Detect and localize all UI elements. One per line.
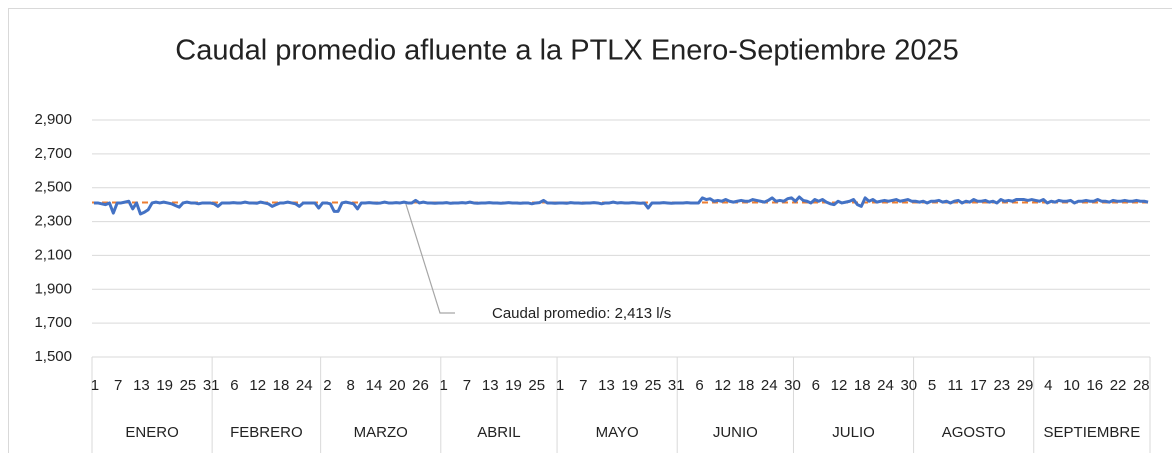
month-label: JULIO [832, 424, 875, 441]
x-tick-label: 18 [273, 377, 290, 394]
month-label: ABRIL [477, 424, 520, 441]
chart-title: Caudal promedio afluente a la PTLX Enero… [175, 35, 958, 67]
x-tick-label: 6 [812, 377, 820, 394]
x-tick-label: 12 [249, 377, 266, 394]
x-tick-label: 5 [928, 377, 936, 394]
x-tick-label: 1 [440, 377, 448, 394]
y-tick-label: 1,500 [34, 348, 72, 365]
x-tick-label: 16 [1086, 377, 1103, 394]
x-tick-label: 4 [1044, 377, 1052, 394]
y-tick-label: 2,100 [34, 246, 72, 263]
y-tick-label: 2,900 [34, 111, 72, 128]
x-tick-label: 31 [668, 377, 685, 394]
y-tick-label: 1,900 [34, 280, 72, 297]
x-tick-label: 6 [230, 377, 238, 394]
x-tick-label: 10 [1063, 377, 1080, 394]
x-tick-label: 12 [831, 377, 848, 394]
x-tick-label: 25 [528, 377, 545, 394]
y-tick-label: 2,500 [34, 179, 72, 196]
chart-border [8, 8, 1172, 453]
x-tick-label: 24 [296, 377, 313, 394]
month-label: ENERO [125, 424, 178, 441]
x-tick-label: 12 [714, 377, 731, 394]
x-tick-label: 25 [645, 377, 662, 394]
x-tick-label: 31 [203, 377, 220, 394]
x-tick-label: 1 [91, 377, 99, 394]
x-tick-label: 29 [1017, 377, 1034, 394]
annotation-leader [404, 200, 455, 314]
x-tick-label: 22 [1110, 377, 1127, 394]
x-tick-label: 7 [463, 377, 471, 394]
x-tick-label: 19 [156, 377, 173, 394]
y-tick-label: 1,700 [34, 314, 72, 331]
x-tick-label: 17 [970, 377, 987, 394]
x-tick-label: 8 [347, 377, 355, 394]
x-tick-label: 13 [482, 377, 499, 394]
x-tick-label: 24 [761, 377, 778, 394]
x-tick-label: 30 [784, 377, 801, 394]
x-tick-label: 7 [114, 377, 122, 394]
month-label: MAYO [596, 424, 639, 441]
month-label: SEPTIEMBRE [1044, 424, 1141, 441]
month-label: AGOSTO [942, 424, 1006, 441]
x-tick-label: 24 [877, 377, 894, 394]
x-tick-label: 19 [621, 377, 638, 394]
y-tick-label: 2,700 [34, 145, 72, 162]
month-label: MARZO [354, 424, 408, 441]
data-line [93, 195, 1149, 216]
x-tick-label: 7 [579, 377, 587, 394]
x-tick-label: 11 [948, 377, 964, 394]
x-tick-label: 26 [412, 377, 429, 394]
x-tick-label: 1 [556, 377, 564, 394]
x-tick-label: 14 [366, 377, 383, 394]
x-tick-label: 13 [598, 377, 615, 394]
annotation: Caudal promedio: 2,413 l/s [492, 305, 671, 322]
month-label: JUNIO [713, 424, 758, 441]
x-tick-label: 6 [695, 377, 703, 394]
x-tick-label: 19 [505, 377, 522, 394]
x-tick-label: 2 [323, 377, 331, 394]
y-tick-label: 2,300 [34, 213, 72, 230]
month-label: FEBRERO [230, 424, 303, 441]
x-tick-label: 23 [993, 377, 1010, 394]
x-tick-label: 25 [180, 377, 197, 394]
x-tick-label: 18 [854, 377, 871, 394]
x-tick-label: 20 [389, 377, 406, 394]
x-tick-label: 30 [900, 377, 917, 394]
x-tick-label: 18 [738, 377, 755, 394]
x-tick-label: 28 [1133, 377, 1150, 394]
x-tick-label: 13 [133, 377, 150, 394]
